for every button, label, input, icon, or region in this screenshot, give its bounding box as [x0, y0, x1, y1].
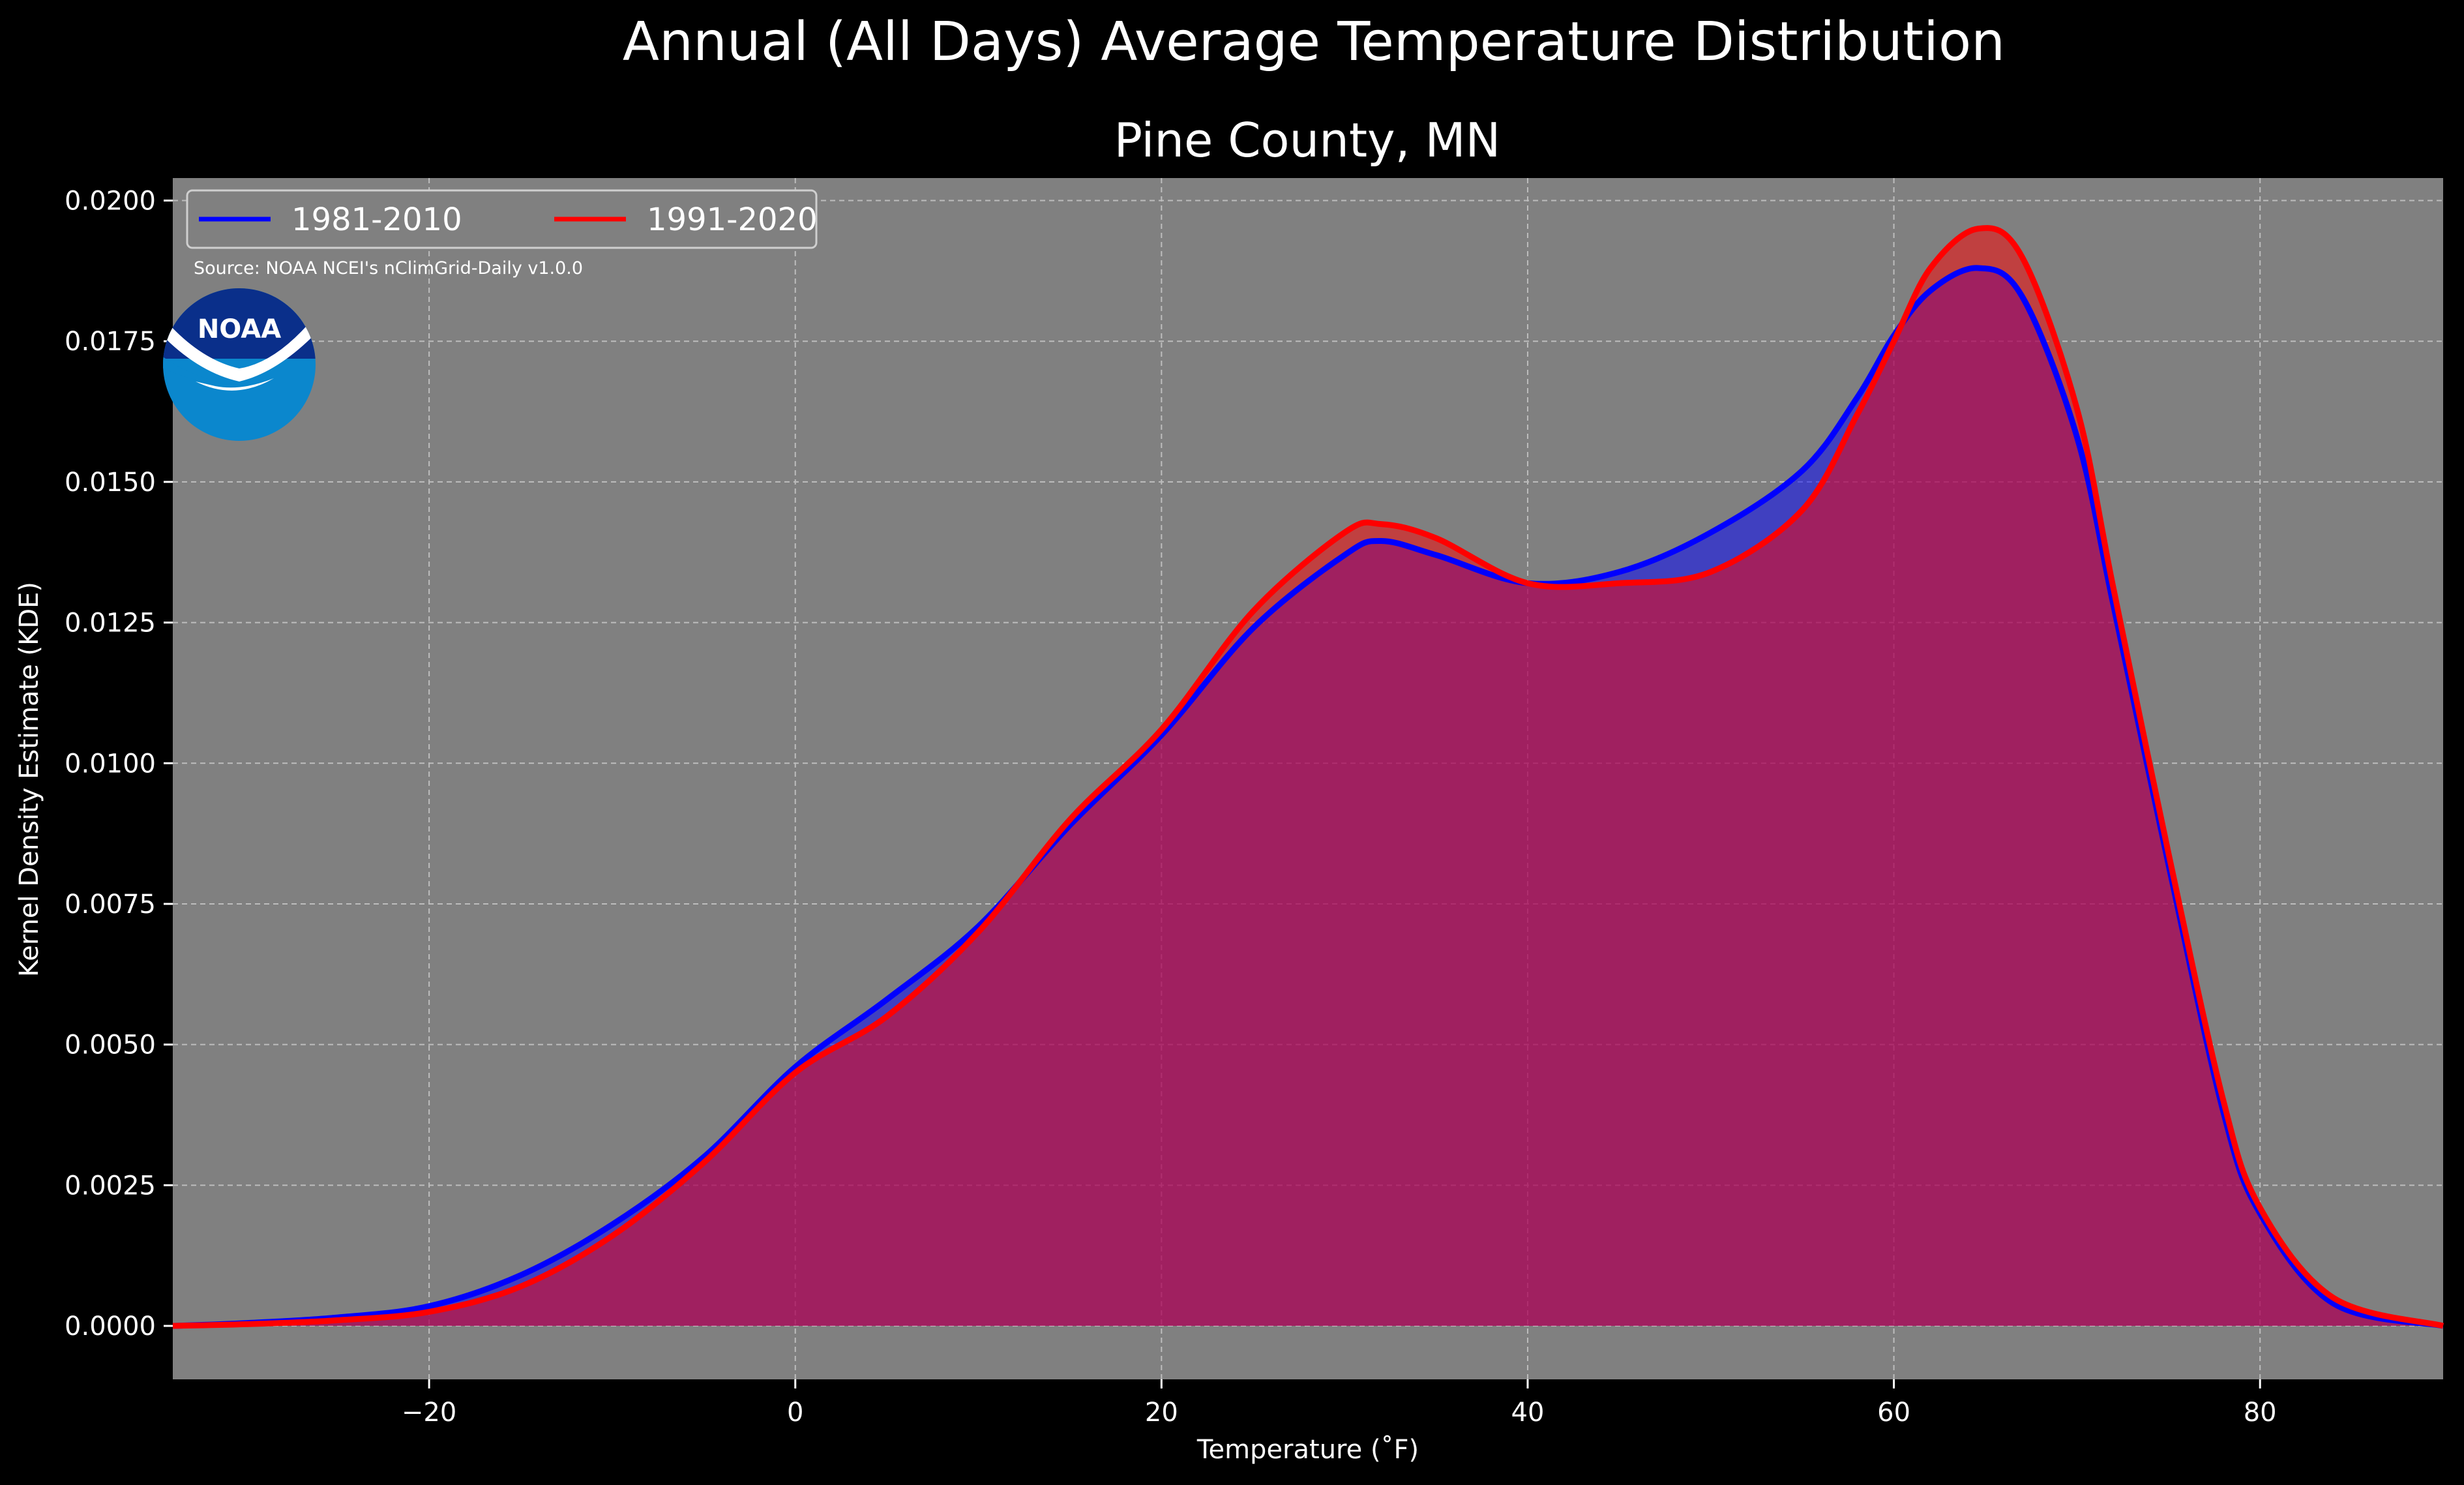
series-lines [172, 225, 2444, 1329]
legend: 1981-2010 1991-2020 [186, 189, 818, 249]
x-tick-label: 0 [787, 1398, 803, 1428]
x-tick-label: 20 [1145, 1398, 1178, 1428]
y-axis: 0.0000 0.0025 0.0050 0.0075 0.0100 0.0125 0.01… [65, 187, 173, 1342]
x-tick-label: 40 [1511, 1398, 1545, 1428]
y-tick-label: 0.0050 [65, 1030, 156, 1060]
y-tick-label: 0.0200 [65, 187, 156, 217]
y-tick-label: 0.0150 [65, 468, 156, 498]
legend-box [186, 189, 818, 249]
x-tick-label: 80 [2244, 1398, 2277, 1428]
y-tick-label: 0.0125 [65, 608, 156, 638]
y-tick-label: 0.0000 [65, 1312, 156, 1342]
x-tick-label: 60 [1877, 1398, 1910, 1428]
legend-label-1991-2020: 1991-2020 [647, 202, 818, 238]
noaa-logo: NOAA [163, 288, 316, 441]
chart-subtitle: Pine County, MN [1114, 113, 1501, 168]
y-tick-label: 0.0075 [65, 890, 156, 920]
line-1991-2020 [172, 225, 2444, 1329]
x-tick-label: −20 [402, 1398, 456, 1428]
y-tick-label: 0.0175 [65, 327, 156, 357]
noaa-logo-text: NOAA [198, 314, 281, 344]
y-tick-label: 0.0025 [65, 1171, 156, 1201]
source-text: Source: NOAA NCEI's nClimGrid-Daily v1.0… [194, 258, 583, 278]
x-axis-label: Temperature (˚F) [1196, 1435, 1419, 1465]
series-areas [173, 228, 2443, 1327]
area-1991-2020 [173, 228, 2443, 1326]
x-axis: −20 0 20 40 60 80 [402, 1379, 2277, 1428]
y-axis-label: Kernel Density Estimate (KDE) [14, 582, 44, 977]
chart-title: Annual (All Days) Average Temperature Di… [623, 11, 2005, 73]
y-tick-label: 0.0100 [65, 749, 156, 779]
legend-label-1981-2010: 1981-2010 [291, 202, 462, 238]
